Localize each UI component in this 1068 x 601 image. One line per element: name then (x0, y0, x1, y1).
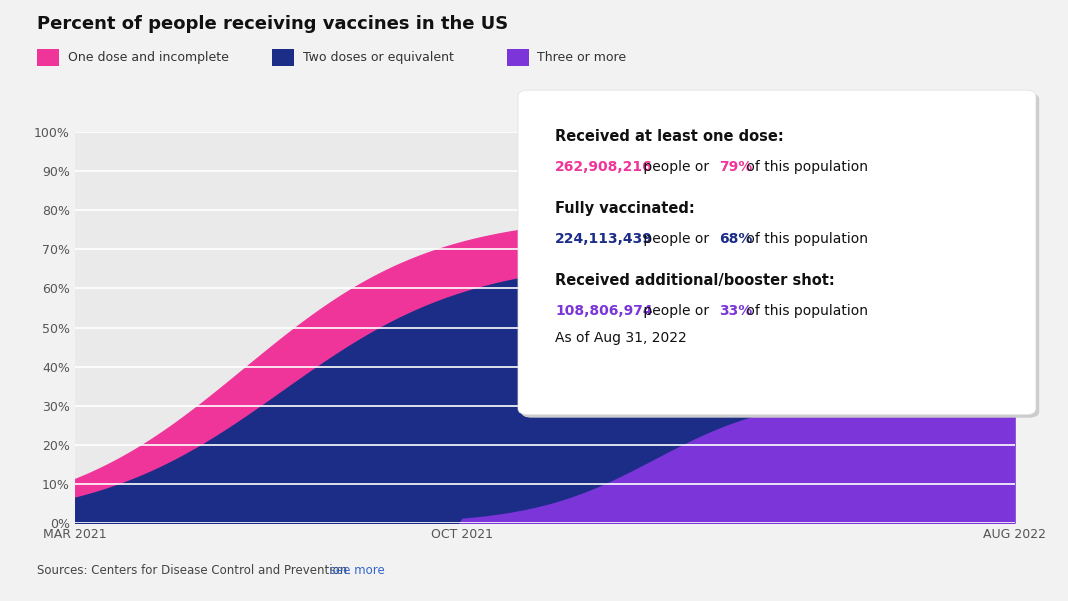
Text: 224,113,439: 224,113,439 (555, 233, 654, 246)
Text: of this population: of this population (742, 160, 868, 174)
Text: Two doses or equivalent: Two doses or equivalent (302, 50, 454, 64)
Text: As of Aug 31, 2022: As of Aug 31, 2022 (555, 331, 687, 344)
Text: 68%: 68% (719, 233, 753, 246)
Text: Fully vaccinated:: Fully vaccinated: (555, 201, 695, 216)
Text: Three or more: Three or more (537, 50, 627, 64)
Text: people or: people or (640, 160, 713, 174)
Text: see more: see more (326, 564, 384, 577)
Text: Sources: Centers for Disease Control and Prevention.: Sources: Centers for Disease Control and… (37, 564, 351, 577)
Text: of this population: of this population (742, 304, 868, 318)
Text: Received additional/booster shot:: Received additional/booster shot: (555, 273, 835, 288)
Text: Received at least one dose:: Received at least one dose: (555, 129, 784, 144)
Text: One dose and incomplete: One dose and incomplete (67, 50, 229, 64)
Text: people or: people or (640, 233, 713, 246)
Text: people or: people or (640, 304, 713, 318)
Text: 108,806,974: 108,806,974 (555, 304, 653, 318)
Text: of this population: of this population (742, 233, 868, 246)
Text: 262,908,216: 262,908,216 (555, 160, 654, 174)
Text: 79%: 79% (719, 160, 752, 174)
Text: 33%: 33% (719, 304, 752, 318)
Text: Percent of people receiving vaccines in the US: Percent of people receiving vaccines in … (37, 15, 508, 33)
